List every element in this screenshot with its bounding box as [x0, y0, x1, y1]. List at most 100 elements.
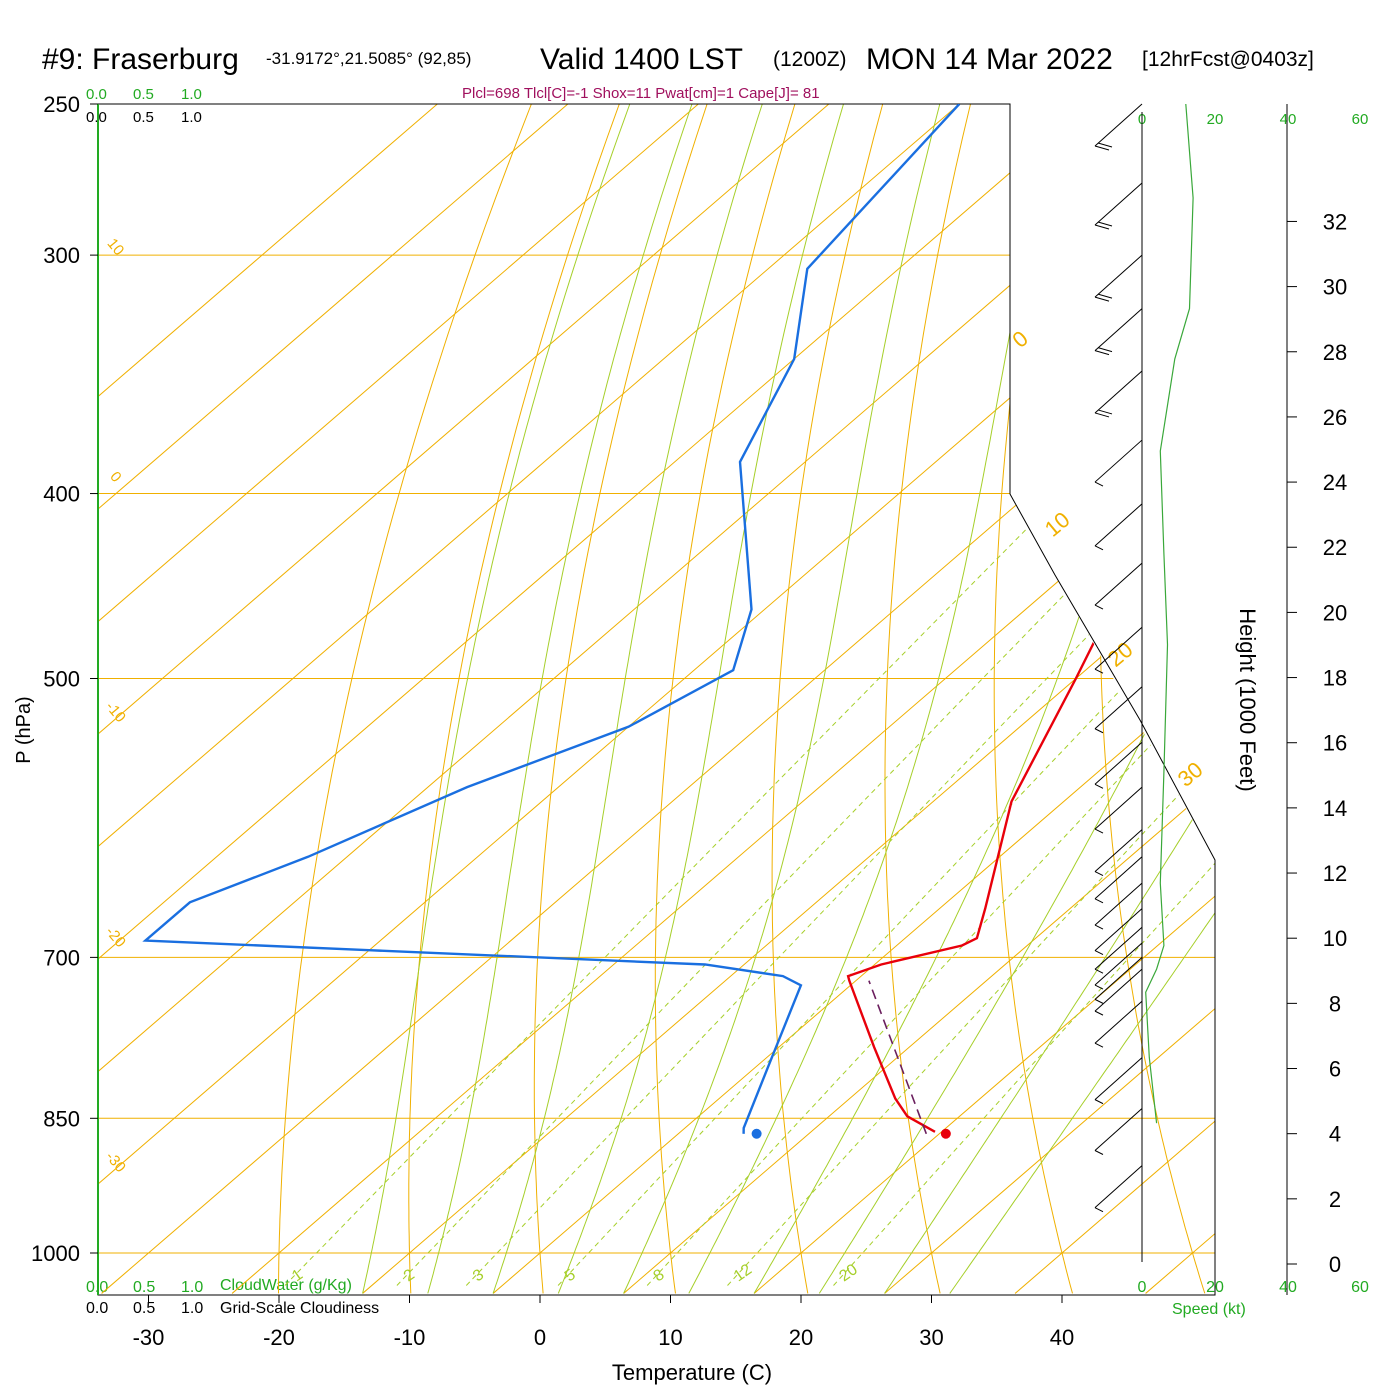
pressure-tick-label: 250 [43, 92, 80, 117]
mixing-ratio-line [833, 493, 1215, 1286]
height-tick-label: 30 [1323, 275, 1347, 300]
mixing-ratio-line [727, 493, 1215, 1286]
pressure-tick-label: 850 [43, 1106, 80, 1131]
wind-barb [1094, 1000, 1143, 1044]
chart-title-zulu: (1200Z) [773, 48, 847, 71]
moist-adiabat-line [492, 104, 774, 1294]
isotherm-label: -30 [102, 1148, 129, 1176]
height-tick-label: 16 [1323, 731, 1347, 756]
wind-barb [1094, 882, 1143, 926]
wind-barbs [1094, 103, 1143, 1213]
wind-barb-flag [1094, 350, 1110, 356]
plot-border [97, 103, 1216, 1296]
wind-barb-flag [1094, 1099, 1104, 1105]
height-tick-label: 14 [1323, 796, 1347, 821]
mixing-ratio-label: 3 [470, 1266, 487, 1285]
cloudwater-scale-top: 0.0 0.5 1.0 0.0 0.5 1.0 [86, 86, 202, 126]
wind-barb-flag [1094, 783, 1104, 789]
wind-barb-flag [1094, 968, 1104, 974]
moist-adiabat-line [884, 104, 1215, 1294]
pressure-tick-label: 400 [43, 482, 80, 507]
isotherm-line [98, 104, 869, 1294]
isotherm-label: 10 [1040, 507, 1075, 542]
wind-barb [1094, 1165, 1143, 1209]
wind-barb-flag [1094, 224, 1110, 230]
parcel-line [868, 980, 928, 1135]
dry-adiabat-line [278, 104, 546, 1294]
wind-barb-flag [1094, 998, 1104, 1004]
y-axis-label: P (hPa) [13, 696, 35, 763]
isotherm-line [492, 104, 1215, 1294]
height-tick-label: 20 [1323, 600, 1347, 625]
wind-barb-flag [1094, 828, 1104, 834]
wind-barb [1094, 439, 1143, 483]
height-tick-label: 2 [1329, 1187, 1341, 1212]
isotherm-line [98, 104, 999, 1294]
isotherm-label: 0 [106, 468, 124, 485]
moist-adiabat-line [688, 104, 1065, 1294]
isotherm-label: 20 [1103, 637, 1138, 672]
speed-axis-label: Speed (kt) [1172, 1301, 1246, 1318]
cloud-scale-label: 1.0 [181, 1279, 203, 1296]
wind-barb [1094, 1057, 1143, 1100]
cloud-scale-label: 0.5 [133, 109, 154, 126]
height-tick-label: 18 [1323, 666, 1347, 691]
height-tick-label: 4 [1329, 1122, 1341, 1147]
speed-tick-label: 40 [1280, 111, 1297, 128]
wind-barb [1094, 741, 1143, 785]
wind-speed-panel [1141, 103, 1194, 1262]
isotherm-line [98, 104, 1215, 1294]
wind-barb-flag [1097, 347, 1113, 353]
isotherm-line [98, 104, 738, 1294]
cloud-scale-label: 0.0 [86, 109, 107, 126]
mixing-ratio-label: 5 [562, 1266, 579, 1285]
isotherm-label: 0 [1007, 326, 1032, 353]
wind-barb-flag [1097, 142, 1113, 148]
wind-barb [1094, 686, 1143, 730]
x-axis-label: Temperature (C) [612, 1360, 772, 1385]
cloudwater-label: CloudWater (g/Kg) [220, 1277, 352, 1294]
height-tick-label: 0 [1329, 1252, 1341, 1277]
speed-scale: 0 20 40 60 0 20 40 60 Speed (kt) [1138, 111, 1369, 1318]
wind-barb [1094, 503, 1143, 547]
mixing-ratio-label: 12 [731, 1261, 755, 1285]
cloud-scale-label: 0.5 [133, 1300, 155, 1317]
cloud-scale-label: 0.5 [133, 1279, 155, 1296]
dry-adiabat-line [771, 104, 893, 1294]
mixing-ratio-label: 8 [651, 1266, 668, 1285]
height-tick-label: 32 [1323, 209, 1347, 234]
wind-barb-flag [1094, 145, 1110, 151]
temperature-tick-label: 10 [658, 1325, 682, 1350]
temperature-line [846, 104, 1215, 1133]
dry-adiabat-line [654, 104, 806, 1294]
mixing-ratio-label: 20 [836, 1261, 860, 1285]
wind-barb-flag [1094, 668, 1104, 674]
isotherm-line [1145, 104, 1215, 1294]
wind-barb-flag [1094, 296, 1110, 302]
dry-adiabat-line [884, 104, 980, 1294]
wind-barb-flag [1094, 1150, 1104, 1155]
cloud-scale-label: 1.0 [181, 109, 202, 126]
isotherm-line [753, 104, 1215, 1294]
speed-tick-label: 20 [1207, 111, 1224, 128]
isotherm-label: 30 [1173, 757, 1208, 792]
height-tick-label: 24 [1323, 470, 1347, 495]
chart-title-valid: Valid 1400 LST [540, 43, 743, 76]
wind-barb [1094, 1108, 1143, 1151]
mixing-ratio-line [284, 493, 1062, 1286]
right-axis-label: Height (1000 Feet) [1235, 608, 1260, 791]
isotherm-line [98, 104, 1130, 1294]
wind-barb-flag [1094, 924, 1104, 930]
isotherm-label: -10 [102, 698, 129, 726]
wind-barb-flag [1094, 604, 1104, 610]
pressure-tick-label: 700 [43, 945, 80, 970]
isotherm-line [623, 104, 1215, 1294]
isotherm-line [231, 104, 1215, 1294]
mixing-ratio-line [465, 493, 1215, 1286]
moist-adiabat-line [557, 104, 855, 1294]
wind-barb-flag [1097, 221, 1113, 227]
dry-adiabat-line [1099, 104, 1206, 1294]
wind-barb [1094, 942, 1143, 986]
cloud-scale-label: 1.0 [181, 86, 202, 103]
